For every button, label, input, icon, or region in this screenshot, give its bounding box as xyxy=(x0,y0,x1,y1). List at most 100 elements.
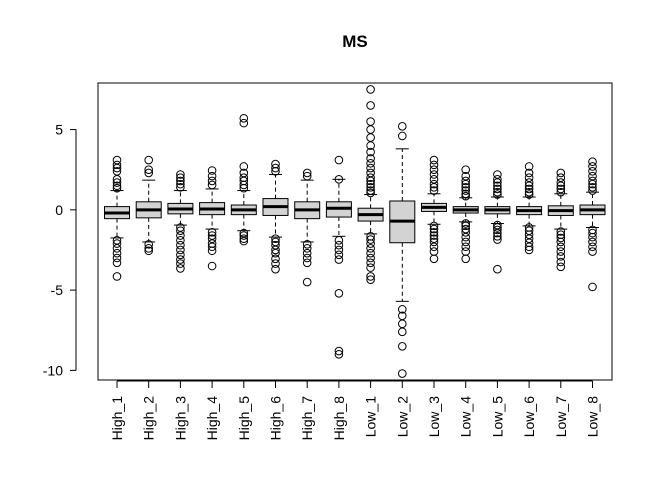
outlier-point xyxy=(176,264,185,273)
box-low-5 xyxy=(484,170,511,274)
box-low-3 xyxy=(421,155,447,264)
outlier-point xyxy=(366,154,375,163)
outlier-point xyxy=(302,171,312,181)
outlier-point xyxy=(524,242,534,252)
x-tick-label: Low_4 xyxy=(458,396,474,437)
box-low-6 xyxy=(516,162,543,255)
outlier-point xyxy=(429,221,439,231)
outlier-point xyxy=(461,247,471,256)
outlier-point xyxy=(239,234,249,244)
outlier-point xyxy=(176,250,185,260)
outlier-point xyxy=(239,236,249,246)
outlier-point xyxy=(398,341,407,351)
outlier-point xyxy=(493,225,502,235)
outlier-point xyxy=(366,188,375,198)
outlier-point xyxy=(493,190,502,199)
outlier-point xyxy=(429,165,439,174)
outlier-point xyxy=(366,239,375,248)
box-high-1 xyxy=(104,155,130,281)
outlier-point xyxy=(239,118,249,128)
outlier-point xyxy=(144,165,153,174)
outlier-point xyxy=(271,166,280,176)
outlier-point xyxy=(271,248,280,258)
box-high-3 xyxy=(167,170,194,273)
x-tick-label: High_6 xyxy=(268,396,284,441)
outlier-point xyxy=(366,244,375,253)
x-tick-label: Low_5 xyxy=(489,396,505,437)
outlier-point xyxy=(366,275,375,284)
outlier-point xyxy=(366,158,375,168)
x-tick-label: High_8 xyxy=(331,396,347,441)
outlier-point xyxy=(334,250,344,260)
outlier-point xyxy=(112,160,122,170)
outlier-point xyxy=(461,254,471,264)
outlier-point xyxy=(239,162,249,171)
outlier-point xyxy=(112,248,122,258)
outlier-point xyxy=(588,247,597,256)
outlier-point xyxy=(556,181,566,191)
outlier-point xyxy=(429,237,439,247)
outlier-point xyxy=(588,228,597,238)
outlier-point xyxy=(366,85,375,94)
outlier-point xyxy=(556,184,566,194)
outlier-point xyxy=(112,178,122,187)
outlier-point xyxy=(366,117,375,126)
outlier-point xyxy=(302,168,312,178)
y-axis: -10 -5 0 5 xyxy=(43,122,77,378)
outlier-point xyxy=(461,228,471,237)
outlier-point xyxy=(366,101,375,110)
x-tick-label: Low_6 xyxy=(521,396,537,437)
outlier-point xyxy=(239,231,249,240)
x-tick-label: High_5 xyxy=(236,396,252,441)
outlier-point xyxy=(144,168,153,178)
outlier-point xyxy=(429,170,439,179)
outlier-point xyxy=(524,187,534,197)
outlier-point xyxy=(429,247,439,256)
outlier-point xyxy=(334,346,344,356)
x-tick-label: Low_7 xyxy=(553,396,569,437)
box-low-7 xyxy=(547,168,574,272)
outlier-point xyxy=(493,187,502,197)
outlier-point xyxy=(271,264,280,274)
outlier-point xyxy=(429,224,439,234)
outlier-point xyxy=(588,157,597,166)
x-tick-label: High_3 xyxy=(172,396,188,441)
x-tick-label: High_7 xyxy=(299,396,315,441)
outlier-point xyxy=(429,228,439,237)
outlier-point xyxy=(588,179,597,189)
x-tick-label: High_2 xyxy=(141,396,157,441)
outlier-point xyxy=(588,282,597,292)
outlier-point xyxy=(429,179,439,189)
box-low-4 xyxy=(452,165,479,264)
outlier-point xyxy=(302,253,312,263)
outlier-point xyxy=(556,247,566,256)
outlier-point xyxy=(176,231,185,240)
outlier-point xyxy=(366,235,375,244)
outlier-point xyxy=(271,234,280,244)
outlier-point xyxy=(366,147,375,157)
outlier-point xyxy=(366,186,375,195)
outlier-point xyxy=(302,248,312,258)
outlier-point xyxy=(112,239,122,248)
box-low-8 xyxy=(579,157,606,292)
outlier-point xyxy=(556,252,566,261)
box-series xyxy=(104,85,606,378)
outlier-point xyxy=(366,176,375,186)
outlier-point xyxy=(429,160,439,170)
outlier-point xyxy=(588,176,597,186)
outlier-point xyxy=(366,258,375,268)
outlier-point xyxy=(461,219,471,228)
outlier-point xyxy=(366,263,375,272)
outlier-point xyxy=(176,226,185,235)
outlier-point xyxy=(207,242,217,252)
outlier-point xyxy=(176,170,185,179)
outlier-point xyxy=(334,350,344,359)
outlier-point xyxy=(271,259,280,268)
box-low-1 xyxy=(357,85,384,284)
outlier-point xyxy=(366,133,375,142)
y-tick-label: -10 xyxy=(43,362,63,378)
outlier-point xyxy=(461,183,471,192)
outlier-point xyxy=(429,231,439,240)
outlier-point xyxy=(239,183,249,193)
outlier-point xyxy=(461,221,471,231)
